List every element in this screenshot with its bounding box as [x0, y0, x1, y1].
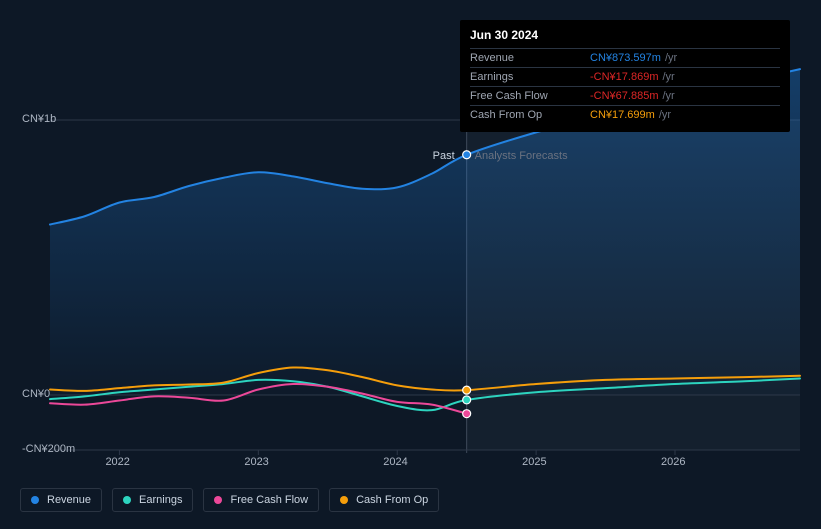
marker-fcf: [463, 410, 471, 418]
marker-earnings: [463, 396, 471, 404]
tooltip-row-unit: /yr: [662, 71, 674, 83]
tooltip-row-label: Cash From Op: [470, 109, 590, 121]
tooltip-row-value: -CN¥17.869m: [590, 71, 658, 83]
legend-dot-icon: [123, 496, 131, 504]
legend-dot-icon: [214, 496, 222, 504]
tooltip-row-value: -CN¥67.885m: [590, 90, 658, 102]
y-axis-label: CN¥0: [22, 388, 50, 400]
tooltip-row-value: CN¥873.597m: [590, 52, 661, 64]
y-axis-label: CN¥1b: [22, 113, 56, 125]
y-axis-label: -CN¥200m: [22, 443, 75, 455]
x-axis-label: 2026: [661, 456, 685, 468]
x-axis-label: 2022: [105, 456, 129, 468]
tooltip-row-unit: /yr: [662, 90, 674, 102]
tooltip-row: Earnings-CN¥17.869m/yr: [470, 67, 780, 86]
marker-revenue: [463, 151, 471, 159]
tooltip-row-unit: /yr: [659, 109, 671, 121]
tooltip-date: Jun 30 2024: [470, 28, 780, 42]
marker-cfo: [463, 386, 471, 394]
x-axis-label: 2025: [522, 456, 546, 468]
hover-tooltip: Jun 30 2024 RevenueCN¥873.597m/yrEarning…: [460, 20, 790, 132]
forecast-region-label: Analysts Forecasts: [475, 150, 568, 162]
tooltip-row: Free Cash Flow-CN¥67.885m/yr: [470, 86, 780, 105]
legend-dot-icon: [340, 496, 348, 504]
legend-item-label: Earnings: [139, 494, 182, 506]
legend-item-label: Revenue: [47, 494, 91, 506]
tooltip-row-value: CN¥17.699m: [590, 109, 655, 121]
tooltip-row-label: Earnings: [470, 71, 590, 83]
tooltip-row-label: Free Cash Flow: [470, 90, 590, 102]
legend-item-label: Free Cash Flow: [230, 494, 308, 506]
tooltip-row: RevenueCN¥873.597m/yr: [470, 48, 780, 67]
tooltip-row-label: Revenue: [470, 52, 590, 64]
legend-item-revenue[interactable]: Revenue: [20, 488, 102, 512]
x-axis-label: 2024: [383, 456, 407, 468]
legend-item-earnings[interactable]: Earnings: [112, 488, 193, 512]
legend: Revenue Earnings Free Cash Flow Cash From O…: [20, 488, 439, 512]
legend-item-label: Cash From Op: [356, 494, 428, 506]
past-region-label: Past: [433, 150, 455, 162]
tooltip-row-unit: /yr: [665, 52, 677, 64]
x-axis-label: 2023: [244, 456, 268, 468]
legend-dot-icon: [31, 496, 39, 504]
legend-item-cfo[interactable]: Cash From Op: [329, 488, 439, 512]
tooltip-row: Cash From OpCN¥17.699m/yr: [470, 105, 780, 124]
legend-item-fcf[interactable]: Free Cash Flow: [203, 488, 319, 512]
